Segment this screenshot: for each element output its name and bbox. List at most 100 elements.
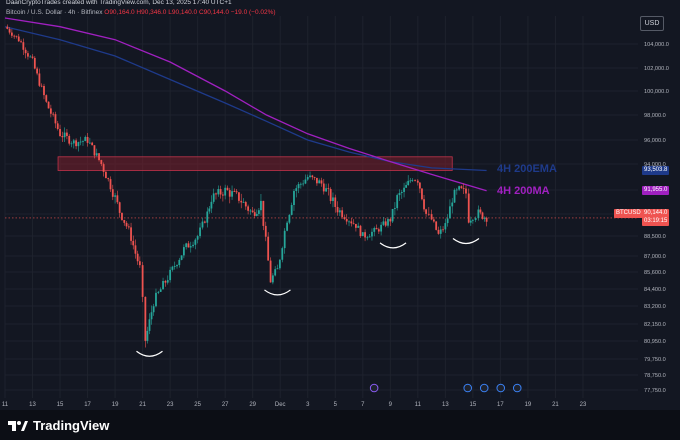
candle-body [260, 200, 262, 211]
candle-body [130, 227, 132, 241]
candle-body [264, 225, 267, 237]
candle-body [359, 225, 362, 237]
countdown-tag: 03:19:15 [642, 217, 670, 226]
candle-body [231, 191, 233, 197]
y-tick-label: 83,200.0 [644, 304, 666, 310]
candle-body [257, 210, 260, 214]
candle-body [182, 247, 185, 256]
candle-body [373, 227, 376, 232]
candle-body [111, 189, 114, 197]
candle-body [63, 132, 66, 138]
y-tick-label: 80,950.0 [644, 339, 666, 345]
candle-body [134, 245, 137, 254]
candle-body [100, 160, 103, 165]
candle-body [255, 213, 258, 216]
candle-body [299, 183, 302, 185]
candle-body [146, 330, 149, 341]
candle-body [304, 179, 307, 184]
candle-body [59, 128, 61, 137]
x-tick-label: 5 [334, 402, 338, 408]
candle-body [29, 56, 32, 58]
candle-body [442, 229, 444, 231]
candle-body [479, 209, 482, 213]
candle-body [316, 177, 318, 184]
candle-body [377, 229, 380, 232]
candle-body [348, 221, 350, 223]
candle-body [162, 281, 164, 290]
x-tick-label: 15 [57, 402, 64, 408]
ma-200-line [4, 17, 487, 192]
candle-body [290, 205, 293, 215]
candle-body [169, 269, 172, 281]
candle-body [267, 236, 270, 261]
x-tick-label: 27 [222, 402, 229, 408]
footer: TradingView [0, 410, 680, 440]
candle-body [10, 32, 13, 36]
chart-header: DaanCryptoTrades created with TradingVie… [0, 0, 680, 16]
candle-body [217, 189, 220, 195]
candle-body [418, 182, 421, 189]
candle-body [77, 142, 80, 147]
candle-body [150, 312, 153, 320]
candle-body [405, 185, 408, 188]
candle-body [102, 164, 105, 172]
candle-body [148, 319, 151, 331]
candle-body [281, 248, 284, 260]
candle-body [357, 225, 360, 228]
candle-body [215, 193, 217, 195]
candle-body [396, 195, 399, 209]
candle-body [423, 199, 425, 210]
x-tick-label: 19 [525, 402, 532, 408]
candle-body [208, 208, 211, 212]
tradingview-logo[interactable]: TradingView [8, 418, 109, 433]
tradingview-brand: TradingView [33, 418, 110, 433]
y-tick-label: 100,000.0 [644, 89, 669, 95]
candle-body [192, 244, 194, 247]
candle-body [293, 190, 295, 206]
candle-body [306, 177, 309, 180]
candle-body [329, 189, 332, 202]
candle-body [462, 188, 465, 189]
candle-body [194, 239, 197, 245]
currency-button[interactable]: USD [640, 16, 664, 31]
low-marker-curve [136, 350, 163, 357]
low-marker-curve [264, 289, 291, 296]
candle-body [70, 143, 73, 145]
candle-body [393, 208, 396, 209]
low-marker-curve [452, 238, 480, 245]
candle-body [155, 292, 157, 307]
candle-body [185, 243, 188, 248]
last-price-tag: 90,144.0 [642, 209, 670, 218]
candle-body [444, 223, 447, 230]
candle-body [166, 280, 169, 283]
candle-body [114, 195, 116, 197]
candle-body [20, 41, 22, 43]
candle-body [338, 210, 341, 213]
tradingview-icon [8, 420, 28, 431]
candle-body [68, 135, 71, 144]
candle-body [430, 214, 433, 220]
candle-body [371, 231, 373, 237]
y-tick-label: 96,000.0 [644, 138, 666, 144]
candle-body [52, 113, 55, 115]
candle-body [116, 195, 119, 203]
candle-body [343, 217, 346, 219]
x-tick-label: 21 [552, 402, 559, 408]
candle-body [159, 289, 162, 292]
candle-body [469, 220, 472, 223]
x-tick-label: 15 [470, 402, 477, 408]
resistance-zone [57, 156, 453, 171]
candle-body [361, 232, 364, 237]
candle-body [221, 194, 224, 196]
candle-body [54, 114, 57, 124]
candle-body [244, 202, 247, 207]
candle-body [164, 281, 167, 283]
candle-body [485, 217, 488, 222]
candle-body [271, 275, 274, 283]
x-tick-label: 11 [415, 402, 422, 408]
candle-body [201, 221, 204, 228]
candle-body [49, 108, 52, 114]
candle-body [45, 95, 48, 102]
candle-body [228, 190, 231, 197]
